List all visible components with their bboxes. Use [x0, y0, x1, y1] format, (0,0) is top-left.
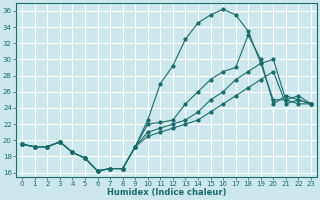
X-axis label: Humidex (Indice chaleur): Humidex (Indice chaleur)	[107, 188, 226, 197]
